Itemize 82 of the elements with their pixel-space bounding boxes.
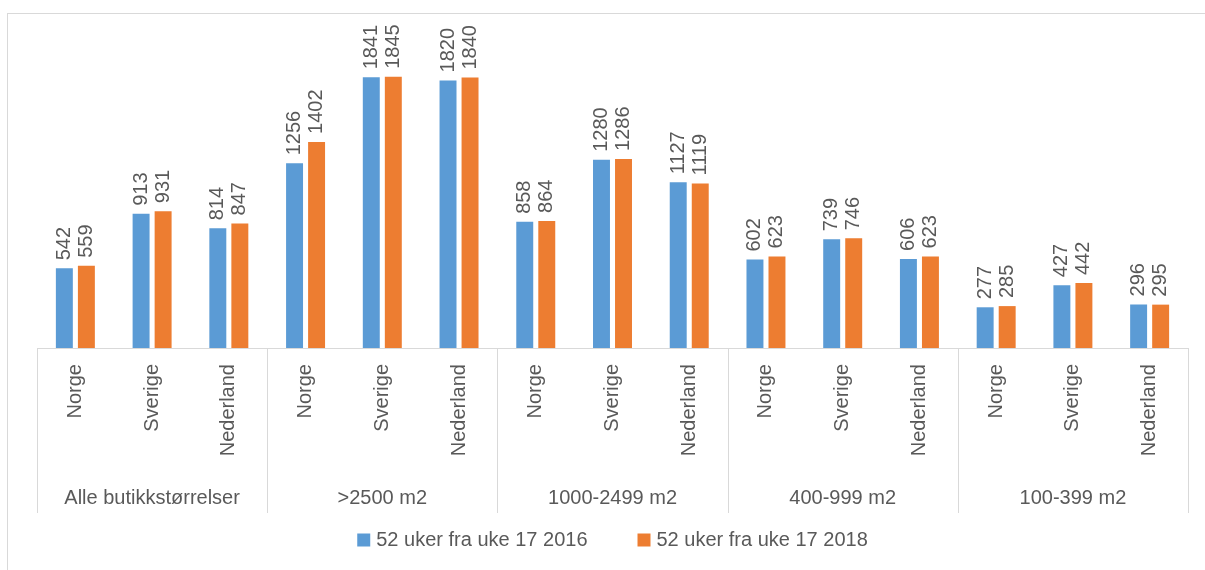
- data-label: 1280: [589, 107, 611, 152]
- x-tick-label: Norge: [983, 364, 1006, 419]
- bar: [669, 182, 687, 348]
- bar: [1130, 304, 1148, 348]
- x-tick-label: Sverige: [1060, 364, 1083, 432]
- x-tick-label: Norge: [293, 364, 316, 419]
- bar: [516, 221, 534, 348]
- data-label: 858: [512, 180, 535, 214]
- bar: [976, 307, 994, 348]
- bar: [1053, 285, 1071, 348]
- data-label: 1845: [380, 24, 403, 69]
- text: 100-399 m2: [1019, 485, 1127, 508]
- bar: [55, 268, 73, 348]
- legend-label: 52 uker fra uke 17 2018: [656, 527, 868, 550]
- bar: [154, 211, 172, 348]
- bar: [538, 220, 556, 348]
- data-label: 847: [227, 182, 250, 216]
- data-label: 296: [1126, 263, 1149, 297]
- bar: [209, 228, 227, 348]
- data-label: 864: [534, 179, 557, 213]
- bar: [286, 163, 304, 348]
- x-tick-label: Nederland: [216, 364, 239, 457]
- x-tick-label: Nederland: [446, 364, 469, 457]
- text: Alle butikkstørrelser: [64, 485, 241, 508]
- legend-label: 52 uker fra uke 17 2016: [376, 527, 588, 550]
- bar: [77, 265, 95, 348]
- data-label: 623: [917, 215, 940, 249]
- x-tick-label: Sverige: [600, 364, 623, 432]
- bar: [461, 77, 479, 348]
- bar: [823, 239, 841, 348]
- x-tick-label: Norge: [753, 364, 776, 419]
- x-tick-label: Sverige: [139, 364, 162, 432]
- bar: [899, 258, 917, 348]
- bar: [593, 159, 610, 348]
- bar: [308, 141, 326, 348]
- data-label: 1820: [435, 27, 458, 73]
- data-label: 1402: [304, 89, 327, 134]
- bar: [132, 213, 150, 348]
- x-tick-label: Nederland: [676, 364, 699, 457]
- data-label: 559: [73, 224, 96, 258]
- bar: [845, 238, 863, 348]
- bar: [921, 256, 939, 348]
- data-label: 606: [895, 217, 918, 251]
- data-label: 442: [1071, 241, 1094, 276]
- bar: [691, 183, 709, 348]
- x-tick-label: Sverige: [830, 364, 853, 432]
- x-tick-label: Sverige: [369, 364, 392, 432]
- x-tick-label: Norge: [523, 364, 546, 419]
- data-label: 1841: [358, 24, 381, 70]
- bar: [1152, 304, 1170, 348]
- data-label: 285: [994, 264, 1017, 299]
- data-label: 277: [972, 265, 995, 300]
- bar: [998, 306, 1016, 348]
- data-label: 739: [819, 197, 842, 232]
- text: 1000-2499 m2: [548, 485, 677, 508]
- text: 400-999 m2: [789, 485, 897, 508]
- data-label: 295: [1148, 263, 1171, 297]
- data-label: 1127: [665, 131, 688, 175]
- x-tick-label: Norge: [62, 364, 85, 419]
- bar: [768, 256, 786, 348]
- data-label: 814: [205, 186, 228, 221]
- text: >2500 m2: [337, 485, 428, 508]
- data-label: 1256: [282, 110, 305, 156]
- bar: [384, 76, 402, 348]
- bar: [1075, 283, 1093, 348]
- bar: [615, 158, 632, 348]
- data-label: 913: [128, 172, 151, 206]
- data-label: 1119: [687, 133, 710, 176]
- x-tick-label: Nederland: [1137, 364, 1160, 457]
- bar: [231, 223, 249, 348]
- data-label: 427: [1049, 243, 1072, 278]
- data-label: 602: [742, 218, 765, 252]
- data-label: 931: [150, 169, 173, 204]
- data-label: 1840: [457, 25, 480, 70]
- data-label: 542: [51, 226, 74, 261]
- data-label: 746: [841, 196, 864, 231]
- x-tick-label: Nederland: [906, 364, 929, 457]
- data-label: 623: [764, 215, 787, 249]
- bar: [439, 80, 457, 348]
- bar: [362, 77, 380, 348]
- data-label: 1286: [611, 106, 634, 151]
- bar: [746, 259, 764, 348]
